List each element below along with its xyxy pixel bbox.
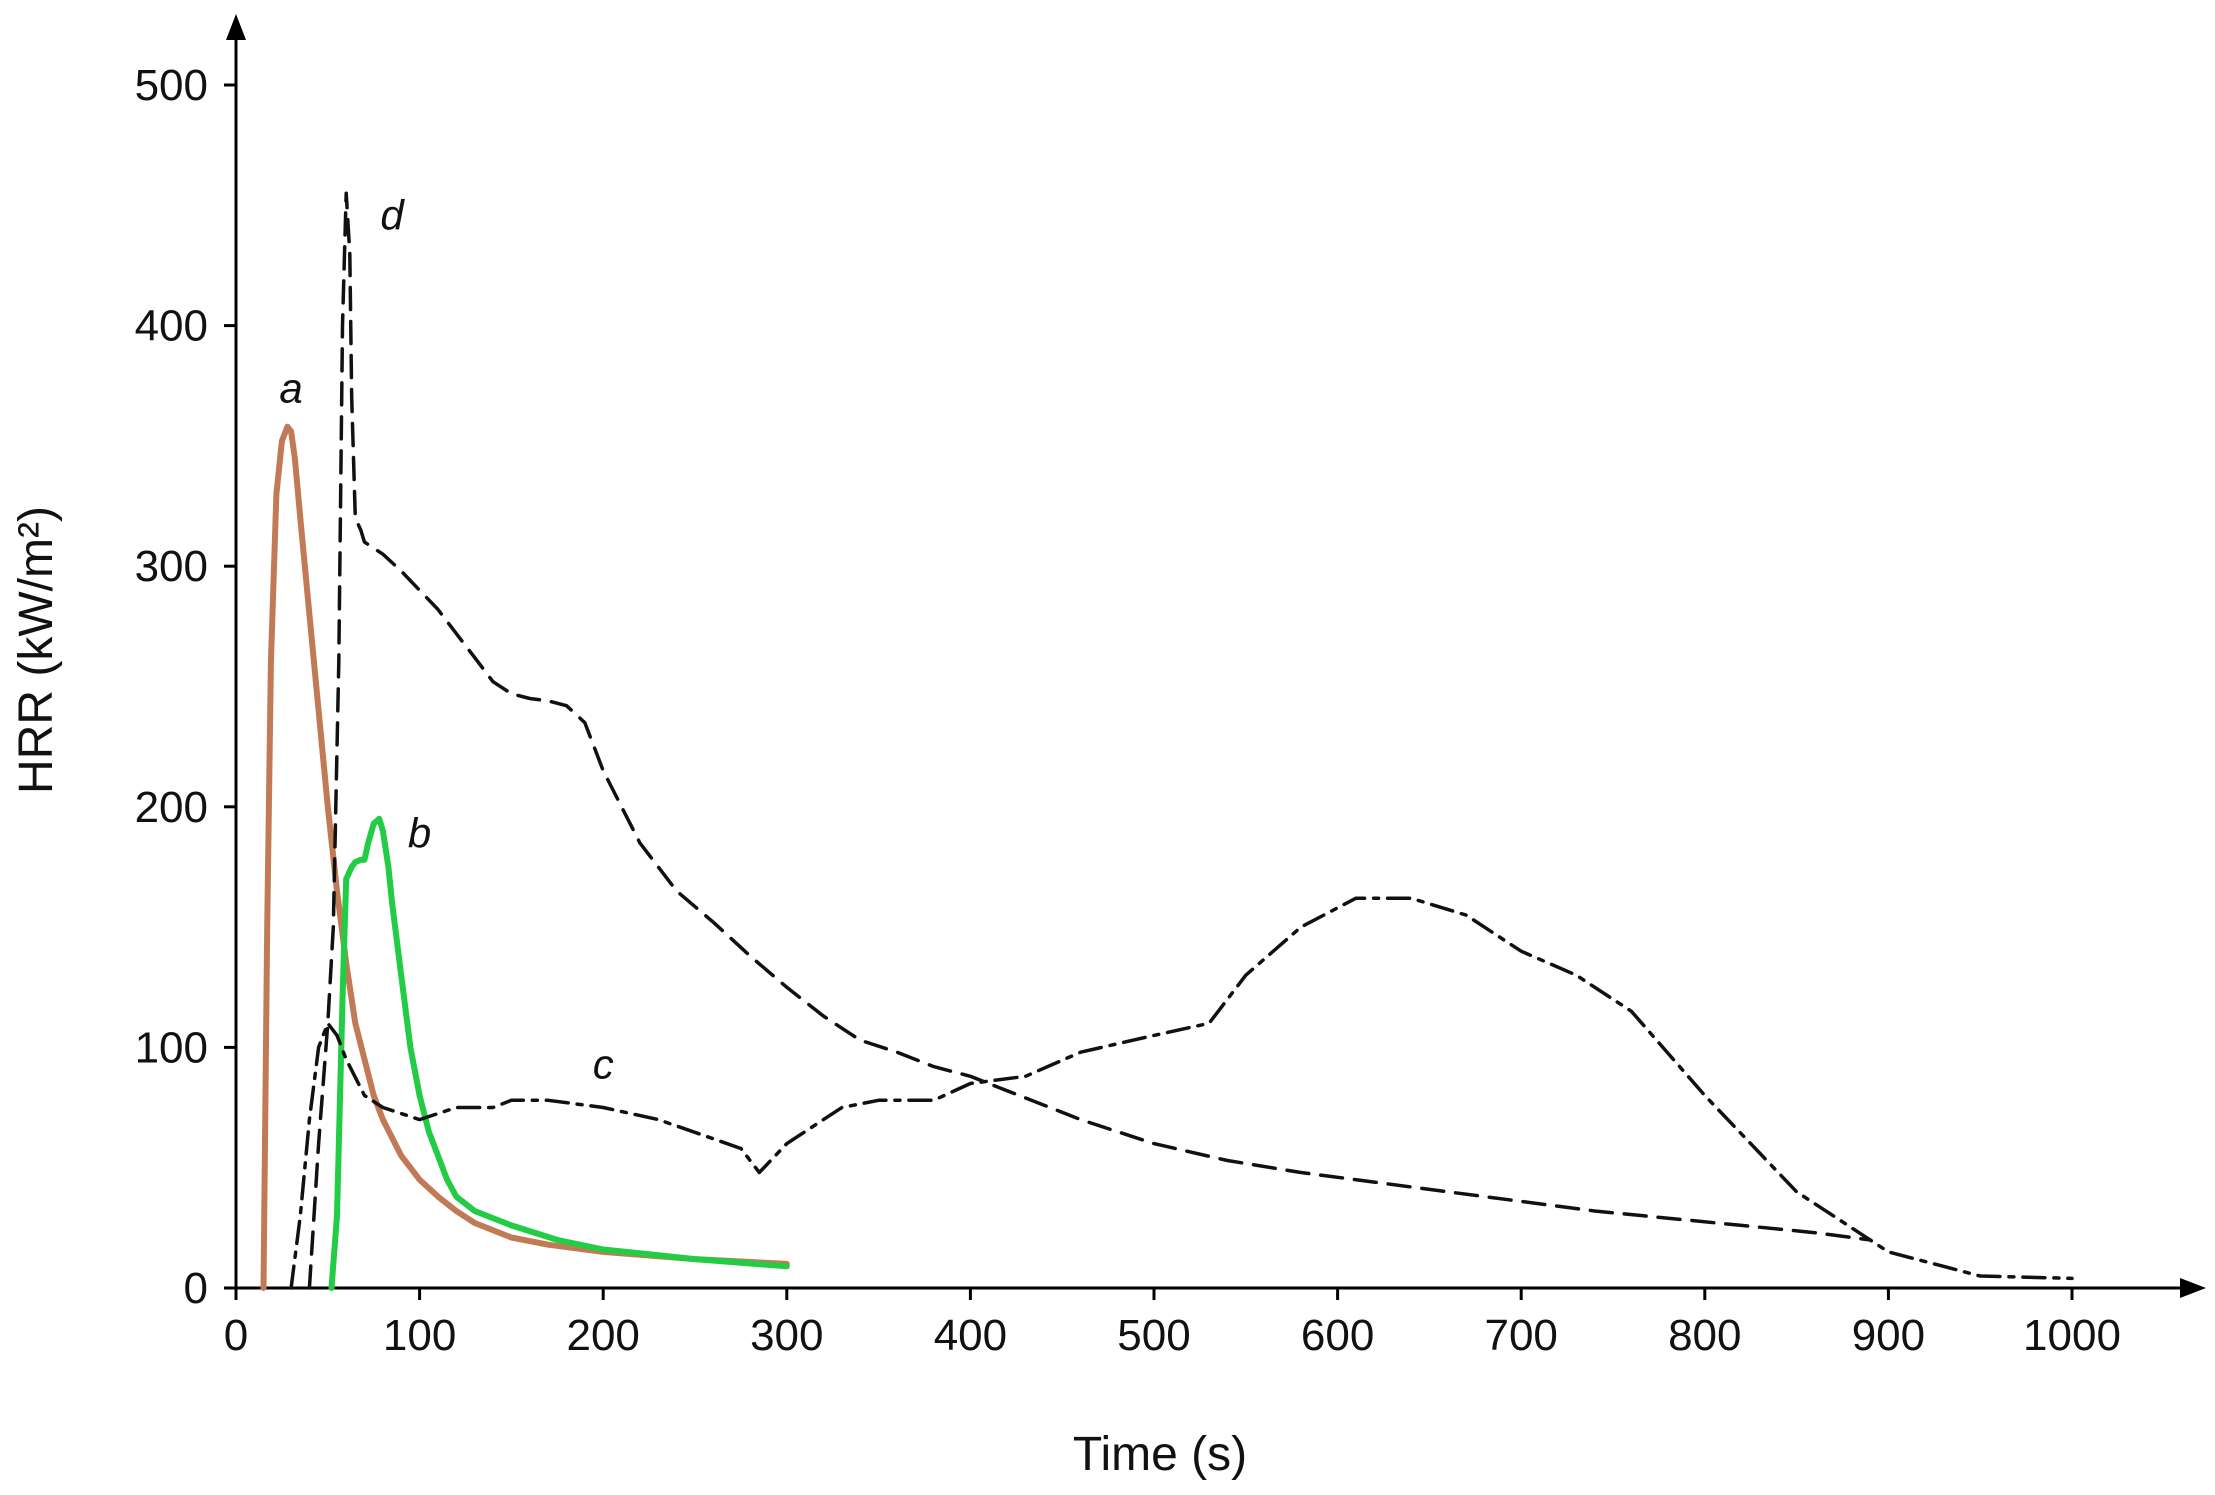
y-tick-label: 0 — [184, 1264, 208, 1313]
x-tick-label: 200 — [566, 1311, 639, 1360]
curve-label-b: b — [408, 810, 431, 857]
series-b-line — [328, 815, 790, 1291]
series-layer — [260, 191, 2074, 1291]
x-axis-arrow — [2180, 1278, 2206, 1298]
y-axis-title: HRR (kW/m²) — [10, 506, 63, 794]
x-tick-label: 1000 — [2023, 1311, 2121, 1360]
curve-label-a: a — [279, 365, 302, 412]
y-axis-arrow — [226, 14, 246, 40]
y-ticks: 0 100 200 300 400 500 — [135, 61, 236, 1313]
x-tick-label: 400 — [934, 1311, 1007, 1360]
x-tick-label: 600 — [1301, 1311, 1374, 1360]
x-ticks: 0 100 200 300 400 500 600 700 800 900 1000 — [224, 1288, 2121, 1360]
series-a-line — [260, 423, 790, 1291]
x-tick-label: 500 — [1117, 1311, 1190, 1360]
curve-label-c: c — [593, 1041, 614, 1088]
x-tick-label: 800 — [1668, 1311, 1741, 1360]
curve-labels: a b c d — [279, 191, 613, 1087]
series-d-line — [307, 191, 1872, 1290]
x-tick-label: 300 — [750, 1311, 823, 1360]
x-axis-title: Time (s) — [1073, 1428, 1247, 1481]
series-c-line — [289, 896, 2074, 1290]
x-tick-label: 0 — [224, 1311, 248, 1360]
x-tick-label: 100 — [383, 1311, 456, 1360]
axes — [226, 14, 2206, 1298]
curve-label-d: d — [380, 191, 405, 238]
x-tick-label: 700 — [1484, 1311, 1557, 1360]
y-tick-label: 100 — [135, 1023, 208, 1072]
y-tick-label: 400 — [135, 302, 208, 351]
y-tick-label: 500 — [135, 61, 208, 110]
x-tick-label: 900 — [1852, 1311, 1925, 1360]
y-tick-label: 200 — [135, 783, 208, 832]
y-tick-label: 300 — [135, 542, 208, 591]
